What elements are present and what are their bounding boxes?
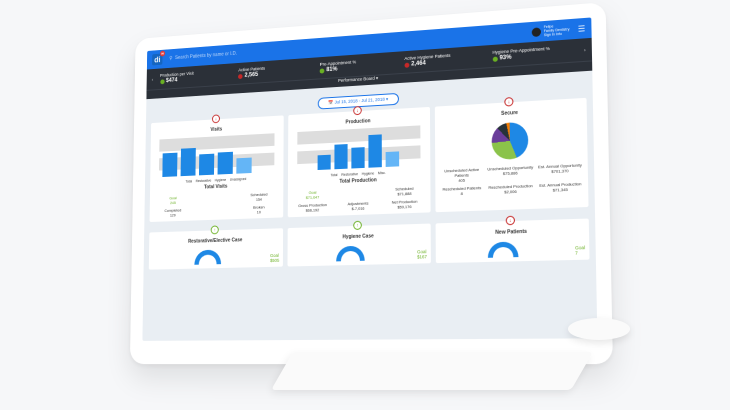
chevron-left-icon[interactable]: ‹	[151, 76, 154, 82]
kpi-value: $474	[165, 77, 178, 84]
search-icon: ⚲	[169, 55, 173, 62]
legend-item[interactable]: Misc.	[377, 170, 386, 176]
kpi-active-patients[interactable]: Active Patients 2,565	[238, 62, 319, 79]
status-good-icon	[492, 56, 498, 62]
notification-badge[interactable]: 99	[159, 50, 166, 57]
stat-value: $505	[270, 257, 280, 263]
logo-text: di	[154, 55, 161, 64]
status-bad-icon	[238, 73, 243, 79]
chevron-right-icon[interactable]: ›	[583, 46, 586, 53]
hamburger-menu-icon[interactable]: ☰	[577, 23, 586, 34]
new-patients-card: ↓ New Patients Goal 7	[435, 215, 590, 264]
legend-item[interactable]: Hygiene	[214, 177, 227, 183]
monitor: di 99 ⚲ Search Patients by name or I.D. Fe…	[129, 2, 613, 365]
search-placeholder: Search Patients by name or I.D.	[174, 50, 238, 61]
user-sub: Sign In Info	[543, 31, 562, 38]
keyboard	[271, 352, 593, 390]
production-bar-chart	[297, 125, 421, 171]
mouse	[568, 318, 630, 340]
stat-value: 245	[169, 200, 176, 206]
bar	[300, 170, 314, 171]
calendar-icon: 📅	[328, 99, 334, 106]
legend-item[interactable]: Restorative	[341, 172, 359, 177]
bar	[255, 172, 271, 173]
kpi-hygiene-pre-appointment[interactable]: Hygiene Pre-Appointment % 93%	[492, 44, 584, 62]
bar	[317, 154, 331, 171]
status-up-icon: ↑	[353, 220, 362, 230]
stat-value: 129	[169, 212, 176, 218]
status-good-icon	[159, 78, 165, 84]
stat-value: 10	[256, 209, 261, 215]
gauge-chart	[336, 245, 365, 262]
legend-item[interactable]: Unassigned	[229, 177, 247, 182]
stat-value: $71,647	[305, 194, 320, 200]
secure-card: ↓ Secure Unscheduled Active Patients 405 …	[434, 96, 589, 213]
production-card: ↓ Production Total Restorative Hygiene Misc…	[287, 105, 431, 218]
legend-item[interactable]: Total	[185, 179, 193, 184]
legend-item[interactable]: Restorative	[195, 178, 212, 184]
gauge-chart	[194, 249, 222, 265]
bar	[385, 151, 400, 167]
stat-value: 154	[255, 196, 262, 202]
bar	[162, 152, 178, 178]
stat-value: 405	[458, 177, 466, 183]
dashboard-screen: di 99 ⚲ Search Patients by name or I.D. Fe…	[142, 17, 598, 341]
bar	[403, 165, 417, 167]
status-bad-icon	[404, 62, 410, 68]
bar	[351, 146, 365, 169]
bar	[217, 151, 233, 175]
bar	[198, 153, 215, 176]
legend-item[interactable]: Total	[330, 173, 338, 178]
widget-grid: ↓ Visits Total Restorative Hygiene Unassign…	[144, 96, 596, 270]
legend-item[interactable]: Hygiene	[361, 171, 375, 176]
bar	[180, 147, 196, 177]
status-down-icon: ↓	[504, 96, 514, 107]
gauge-chart	[487, 241, 519, 258]
bar	[236, 157, 252, 174]
bar	[334, 143, 348, 170]
stat-value: $59,176	[397, 203, 412, 210]
status-good-icon	[319, 67, 325, 74]
kpi-value: 2,565	[244, 72, 259, 79]
user-menu[interactable]: Felipe Family Dentistry Sign In Info	[531, 23, 570, 38]
kpi-pre-appointment[interactable]: Pre-Appointment % 81%	[319, 56, 405, 74]
kpi-value: 2,464	[411, 60, 426, 68]
status-down-icon: ↓	[211, 114, 220, 124]
status-down-icon: ↓	[505, 215, 516, 226]
visits-card: ↓ Visits Total Restorative Hygiene Unassign…	[149, 114, 284, 223]
secure-pie-chart	[491, 121, 529, 161]
status-up-icon: ↑	[210, 225, 219, 235]
stat-value: 7	[575, 250, 578, 256]
date-range-label: Jul 15, 2018 - Jul 21, 2018	[334, 96, 385, 105]
kpi-value: 81%	[326, 66, 338, 74]
stat-value: $71,888	[397, 190, 412, 197]
visits-bar-chart	[158, 133, 275, 178]
status-down-icon: ↓	[353, 105, 362, 116]
kpi-active-hygiene-patients[interactable]: Active Hygiene Patients 2,464	[404, 50, 492, 68]
app-logo[interactable]: di 99	[152, 50, 166, 66]
card-title: Secure	[501, 109, 519, 117]
kpi-value: 93%	[499, 54, 512, 62]
kpi-production-per-visit[interactable]: Production per Visit $474	[159, 68, 239, 85]
hygiene-card: ↑ Hygiene Case Goal $167	[287, 220, 431, 267]
performance-board-label: Performance Board	[338, 75, 375, 84]
stat-value: $-7,016	[351, 205, 365, 212]
avatar	[531, 26, 541, 37]
bar	[368, 134, 382, 168]
restorative-card: ↑ Restorative/Elective Case Goal $505	[148, 225, 284, 270]
stat-value: $167	[417, 254, 427, 260]
